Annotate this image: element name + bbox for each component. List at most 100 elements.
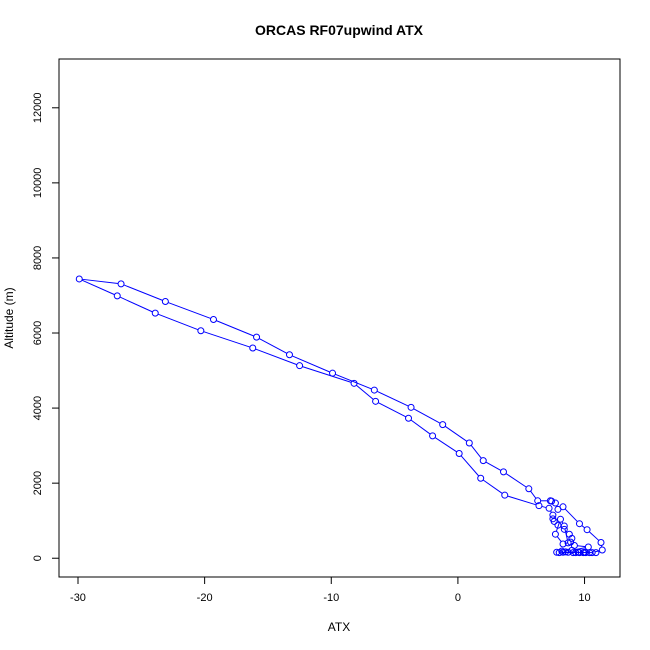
x-tick-label: -30 (70, 592, 86, 604)
series-segment (302, 366, 352, 383)
series-segment (258, 338, 288, 354)
data-point (534, 497, 542, 505)
series-segment (434, 437, 457, 453)
data-point (405, 414, 413, 422)
data-point (553, 548, 561, 556)
data-point (117, 280, 125, 288)
data-point (560, 522, 568, 530)
series-segment (216, 320, 254, 337)
series-segment (530, 490, 537, 499)
y-axis-label: Altitude (m) (2, 287, 16, 348)
data-point (583, 526, 591, 534)
data-point (568, 534, 576, 542)
data-point (572, 549, 580, 557)
data-point (479, 457, 487, 465)
series-segment (168, 302, 211, 319)
series-segment (335, 373, 372, 390)
data-point (197, 327, 205, 335)
data-point (161, 297, 169, 305)
data-point (564, 548, 572, 556)
plot-frame (58, 58, 621, 578)
data-point (209, 316, 217, 324)
series-segment (555, 521, 560, 532)
y-tick-label: 4000 (32, 396, 44, 420)
data-point (597, 538, 605, 546)
series-segment (81, 279, 115, 296)
series-segment (356, 384, 374, 400)
data-point (465, 439, 473, 447)
series-segment (541, 505, 547, 509)
data-point (75, 275, 83, 283)
series-segment (485, 461, 502, 471)
series-segment (203, 331, 251, 348)
data-point (329, 369, 337, 377)
data-point (562, 548, 570, 556)
series-segment (460, 455, 480, 477)
series-segment (577, 545, 586, 548)
x-tick-label: 0 (455, 592, 461, 604)
data-point (372, 397, 380, 405)
series-segment (157, 313, 199, 331)
data-point (588, 549, 596, 557)
data-point (581, 548, 589, 556)
series-layer (75, 275, 606, 557)
data-point (285, 351, 293, 359)
series-segment (556, 536, 562, 542)
data-point (560, 525, 568, 533)
y-tick-label: 6000 (32, 321, 44, 345)
data-point (296, 362, 304, 370)
data-point (455, 450, 463, 458)
y-tick-label: 12000 (32, 93, 44, 124)
y-tick-label: 2000 (32, 471, 44, 495)
data-point (439, 421, 447, 429)
series-segment (376, 390, 409, 407)
y-tick-label: 8000 (32, 246, 44, 270)
data-point (559, 540, 567, 548)
data-point (499, 468, 507, 476)
series-segment (292, 355, 330, 373)
series-segment (505, 473, 527, 488)
series-segment (581, 525, 586, 529)
data-point (407, 403, 415, 411)
data-point (429, 432, 437, 440)
data-point (253, 333, 261, 341)
series-segment (410, 419, 431, 435)
series-segment (413, 408, 441, 424)
data-point (546, 497, 554, 505)
series-segment (588, 531, 600, 541)
series-segment (123, 284, 163, 301)
series-segment (444, 425, 468, 442)
data-point (575, 520, 583, 528)
series-segment (255, 348, 297, 366)
data-point (598, 546, 606, 554)
data-point (350, 379, 358, 387)
x-axis: -30 -20 -10 0 10 (70, 577, 591, 604)
x-axis-label: ATX (328, 620, 350, 634)
data-point (550, 517, 558, 525)
data-point (554, 505, 562, 513)
x-tick-label: 10 (578, 592, 590, 604)
y-tick-label: 0 (32, 555, 44, 561)
data-point (151, 309, 159, 317)
x-tick-label: -20 (197, 592, 213, 604)
data-point (370, 386, 378, 394)
series-segment (564, 508, 578, 522)
series-segment (119, 296, 153, 313)
chart-title: ORCAS RF07upwind ATX (255, 22, 424, 38)
data-point (501, 491, 509, 499)
series-segment (507, 495, 537, 506)
series-segment (378, 402, 407, 418)
data-point (545, 504, 553, 512)
data-point (556, 515, 564, 523)
y-axis: 0 2000 4000 6000 8000 10000 12000 (32, 93, 59, 561)
data-point (249, 344, 257, 352)
series-segment (82, 278, 119, 284)
data-point (568, 546, 576, 554)
data-point (564, 539, 572, 547)
data-point (113, 292, 121, 300)
data-point (477, 474, 485, 482)
series-segment (470, 445, 482, 459)
data-point (592, 549, 600, 557)
